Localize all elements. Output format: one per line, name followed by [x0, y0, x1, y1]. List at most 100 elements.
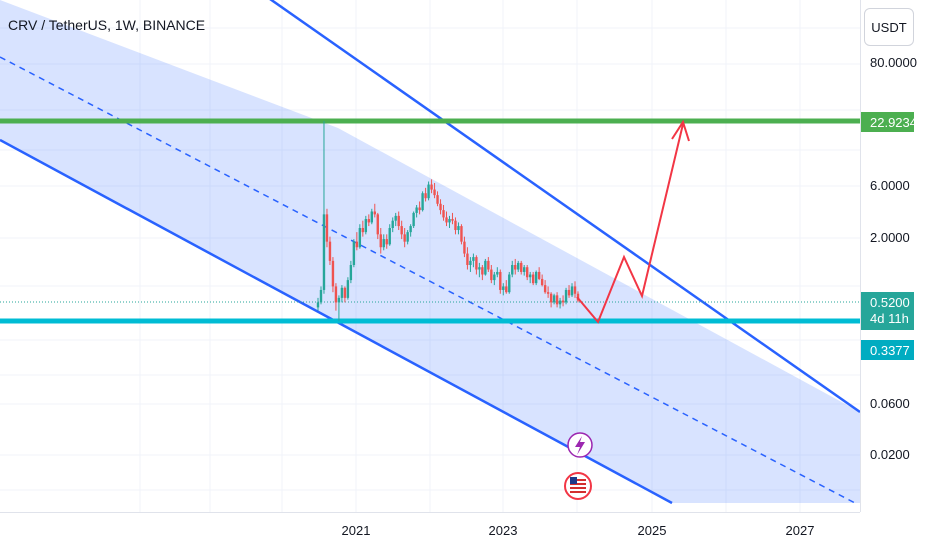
candle[interactable] — [346, 277, 350, 300]
candle[interactable] — [427, 181, 430, 201]
candle[interactable] — [540, 274, 544, 287]
support-price-badge[interactable]: 0.3377 — [861, 340, 914, 360]
candle[interactable] — [421, 191, 424, 212]
candle[interactable] — [564, 287, 568, 305]
candle[interactable] — [508, 271, 511, 294]
candle[interactable] — [457, 222, 460, 235]
candle[interactable] — [493, 271, 496, 286]
candle[interactable] — [430, 179, 433, 194]
candle[interactable] — [451, 212, 454, 225]
candle[interactable] — [322, 121, 326, 294]
channel-median-line[interactable] — [0, 56, 856, 504]
candle[interactable] — [520, 260, 523, 275]
candle[interactable] — [481, 265, 484, 281]
candle[interactable] — [364, 215, 368, 235]
candle[interactable] — [546, 286, 550, 298]
candle[interactable] — [463, 236, 466, 258]
current-price-badge[interactable]: 0.5200 4d 11h — [861, 292, 914, 330]
candle[interactable] — [454, 217, 457, 235]
candle[interactable] — [331, 257, 335, 293]
candle[interactable] — [466, 247, 469, 270]
candle-body — [442, 210, 445, 218]
candle[interactable] — [385, 234, 388, 249]
candle[interactable] — [352, 239, 356, 268]
candle[interactable] — [549, 292, 553, 308]
candle[interactable] — [558, 297, 562, 309]
candle[interactable] — [445, 211, 448, 227]
candle[interactable] — [316, 297, 320, 311]
candle[interactable] — [570, 283, 574, 298]
candle[interactable] — [415, 204, 418, 218]
candle[interactable] — [496, 267, 499, 278]
candle[interactable] — [531, 271, 535, 286]
candle[interactable] — [400, 220, 403, 240]
candle[interactable] — [505, 280, 508, 294]
candle[interactable] — [478, 262, 481, 278]
candle[interactable] — [379, 228, 382, 254]
candle[interactable] — [391, 217, 394, 233]
resistance-price-badge[interactable]: 22.9234 — [861, 112, 917, 132]
candle[interactable] — [403, 228, 406, 248]
candle[interactable] — [436, 191, 439, 207]
candle[interactable] — [523, 265, 526, 276]
candle[interactable] — [337, 295, 341, 322]
candle[interactable] — [460, 224, 463, 245]
candle[interactable] — [484, 258, 487, 276]
candle[interactable] — [502, 283, 505, 296]
candle[interactable] — [439, 199, 442, 215]
candle[interactable] — [367, 214, 371, 227]
candle[interactable] — [325, 208, 329, 248]
candle[interactable] — [499, 269, 502, 294]
candle[interactable] — [528, 271, 532, 284]
candle[interactable] — [355, 232, 359, 251]
candle[interactable] — [349, 260, 353, 284]
candle[interactable] — [361, 220, 365, 237]
candle[interactable] — [543, 280, 547, 294]
candle[interactable] — [552, 293, 556, 305]
candle[interactable] — [418, 201, 421, 215]
candle[interactable] — [567, 285, 571, 298]
candle[interactable] — [561, 295, 565, 307]
candle[interactable] — [394, 212, 397, 227]
projection-path[interactable] — [576, 123, 684, 324]
candle[interactable] — [448, 215, 451, 229]
candle[interactable] — [525, 265, 529, 281]
candle[interactable] — [370, 208, 373, 225]
us-flag-icon[interactable] — [564, 472, 592, 500]
candle[interactable] — [475, 255, 478, 275]
candle[interactable] — [406, 230, 409, 245]
candle[interactable] — [343, 286, 347, 303]
candle[interactable] — [409, 224, 412, 237]
candle[interactable] — [472, 253, 475, 268]
lightning-icon[interactable] — [567, 432, 593, 458]
candle[interactable] — [412, 211, 415, 229]
candle[interactable] — [424, 187, 427, 202]
candle[interactable] — [334, 283, 338, 311]
candle[interactable] — [490, 265, 493, 284]
candle[interactable] — [537, 267, 541, 281]
candle[interactable] — [517, 260, 520, 272]
candle[interactable] — [514, 258, 517, 275]
currency-button[interactable]: USDT — [864, 8, 914, 46]
candle[interactable] — [373, 203, 376, 218]
candle[interactable] — [573, 281, 577, 298]
candle[interactable] — [433, 183, 436, 199]
candle[interactable] — [555, 292, 559, 308]
candle[interactable] — [328, 236, 332, 266]
candle[interactable] — [534, 270, 538, 286]
candle[interactable] — [487, 257, 490, 272]
candle[interactable] — [442, 204, 445, 221]
candle[interactable] — [319, 286, 323, 305]
channel-top-line[interactable] — [0, 0, 861, 414]
candle[interactable] — [376, 212, 379, 240]
candle[interactable] — [340, 285, 344, 303]
candle[interactable] — [511, 260, 514, 278]
candle[interactable] — [469, 257, 472, 272]
candle[interactable] — [388, 224, 391, 246]
candle[interactable] — [397, 211, 400, 231]
candle-body — [397, 215, 400, 227]
candle[interactable] — [358, 224, 362, 249]
candle[interactable] — [382, 234, 385, 251]
candle-body — [490, 269, 493, 281]
